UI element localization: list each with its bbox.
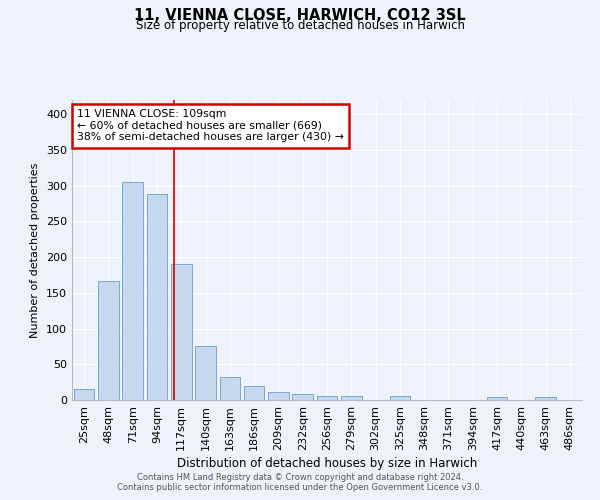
Text: Size of property relative to detached houses in Harwich: Size of property relative to detached ho… (136, 19, 464, 32)
Bar (171, 264, 191, 400)
Y-axis label: Number of detached properties: Number of detached properties (31, 162, 40, 338)
Bar (98, 280, 119, 400)
Bar (244, 386, 265, 400)
Bar (220, 377, 240, 400)
Bar (268, 392, 289, 400)
Text: Contains HM Land Registry data © Crown copyright and database right 2024.
Contai: Contains HM Land Registry data © Crown c… (118, 473, 482, 492)
Text: 11, VIENNA CLOSE, HARWICH, CO12 3SL: 11, VIENNA CLOSE, HARWICH, CO12 3SL (134, 8, 466, 22)
Text: Distribution of detached houses by size in Harwich: Distribution of detached houses by size … (177, 458, 477, 470)
Bar (74, 390, 94, 400)
Bar (292, 394, 313, 400)
Bar (195, 346, 216, 400)
Bar (317, 396, 337, 400)
Bar (341, 396, 362, 400)
Bar (487, 397, 508, 400)
Text: 11 VIENNA CLOSE: 109sqm
← 60% of detached houses are smaller (669)
38% of semi-d: 11 VIENNA CLOSE: 109sqm ← 60% of detache… (77, 109, 344, 142)
Bar (122, 182, 143, 400)
Bar (389, 396, 410, 400)
Bar (535, 397, 556, 400)
Bar (146, 194, 167, 400)
